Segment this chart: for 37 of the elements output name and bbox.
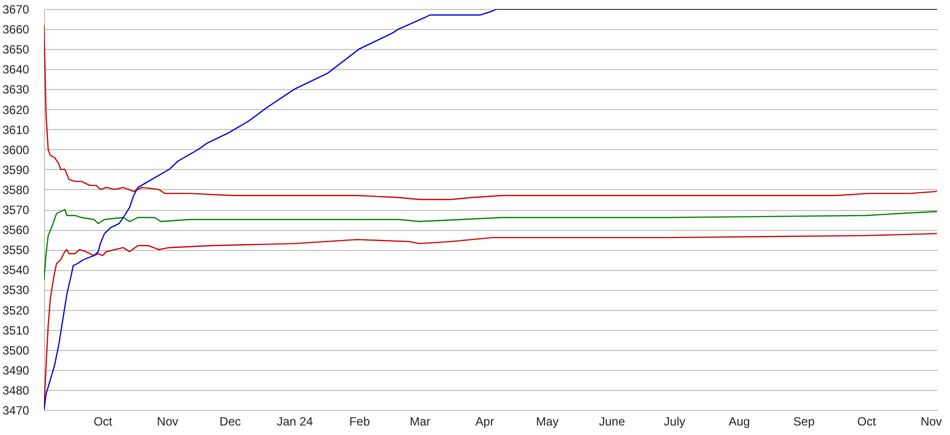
x-tick-label: Oct [94, 414, 113, 428]
x-tick-label: May [536, 414, 559, 428]
y-tick-label: 3570 [2, 203, 30, 217]
x-tick-label: Oct [857, 414, 877, 428]
y-tick-label: 3550 [2, 243, 30, 258]
line-series [44, 24, 937, 200]
x-tick-label: June [599, 414, 626, 428]
y-tick-label: 3670 [2, 2, 30, 16]
y-tick-label: 3490 [2, 363, 30, 378]
x-tick-label: July [664, 414, 686, 428]
x-tick-label: Dec [220, 414, 241, 428]
x-tick-label: Feb [349, 414, 370, 428]
y-tick-label: 3470 [2, 404, 30, 418]
x-tick-label: Aug [728, 414, 750, 428]
y-tick-label: 3530 [2, 283, 30, 298]
y-tick-label: 3620 [2, 102, 30, 117]
x-tick-label: Sep [793, 414, 815, 428]
x-tick-label: Apr [475, 414, 494, 428]
y-tick-label: 3580 [2, 182, 30, 197]
y-tick-label: 3480 [2, 383, 30, 398]
x-tick-label: Mar [410, 414, 430, 428]
y-tick-label: 3650 [2, 42, 30, 57]
x-tick-label: Nov [920, 414, 942, 428]
line-series [44, 208, 937, 280]
y-tick-label: 3590 [2, 162, 30, 177]
x-tick-label: Nov [156, 414, 178, 428]
y-tick-label: 3660 [2, 22, 30, 37]
y-tick-label: 3600 [2, 142, 30, 157]
y-tick-label: 3610 [2, 122, 30, 137]
y-tick-label: 3520 [2, 303, 30, 318]
y-tick-label: 3640 [2, 62, 30, 77]
y-tick-label: 3540 [2, 263, 30, 278]
y-tick-label: 3560 [2, 223, 30, 238]
y-tick-label: 3500 [2, 343, 30, 358]
y-tick-label: 3630 [2, 82, 30, 97]
x-tick-label: Jan 24 [276, 414, 314, 428]
y-tick-label: 3510 [2, 323, 30, 338]
